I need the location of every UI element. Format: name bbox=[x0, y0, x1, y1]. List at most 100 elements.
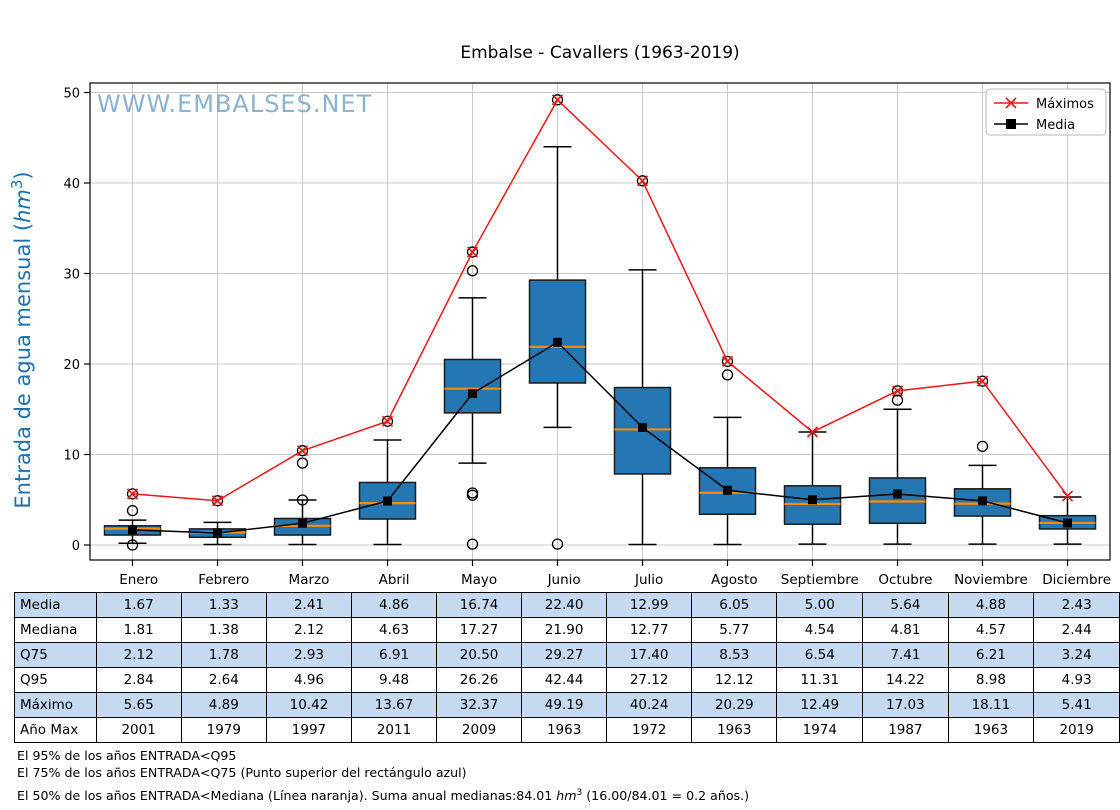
media-marker bbox=[723, 485, 732, 495]
table-cell: 2.93 bbox=[265, 642, 353, 668]
table-cell: 7.41 bbox=[862, 642, 949, 668]
outlier-marker bbox=[721, 369, 734, 381]
y-tick-label: 50 bbox=[63, 87, 80, 102]
outlier-marker bbox=[636, 175, 649, 187]
table-cell: 2019 bbox=[1033, 717, 1120, 743]
table-row-q95: Q95 2.84 2.64 4.96 9.48 26.26 42.44 27.12 12.12 1… bbox=[14, 667, 1120, 693]
table-cell: 2001 bbox=[95, 717, 182, 743]
table-cell: 1.38 bbox=[180, 617, 267, 643]
watermark: WWW.EMBALSES.NET bbox=[97, 90, 372, 118]
table-cell: 22.40 bbox=[521, 592, 608, 618]
maximos-marker bbox=[211, 495, 224, 507]
outlier-marker bbox=[976, 440, 989, 453]
table-cell: 40.24 bbox=[606, 692, 693, 718]
maximos-marker bbox=[466, 246, 479, 258]
y-tick-label: 40 bbox=[63, 177, 80, 192]
table-cell: 11.31 bbox=[776, 667, 864, 693]
table-cell: 26.26 bbox=[436, 667, 523, 693]
table-cell: 4.88 bbox=[947, 592, 1035, 618]
footer-line-3: El 50% de los años ENTRADA<Mediana (Líne… bbox=[17, 788, 750, 804]
table-cell: 4.93 bbox=[1033, 667, 1120, 693]
outlier-marker bbox=[466, 246, 479, 258]
footer-line-2: El 75% de los años ENTRADA<Q75 (Punto su… bbox=[17, 765, 467, 780]
table-cell: 2.64 bbox=[180, 667, 267, 693]
table-cell: 21.90 bbox=[521, 617, 608, 643]
media-marker bbox=[383, 496, 392, 506]
chart-area: WWW.EMBALSES.NET 0 10 20 30 40 50 Entrada de a… bbox=[8, 43, 1111, 566]
table-cell: 14.22 bbox=[862, 667, 949, 693]
table-cell: 12.49 bbox=[776, 692, 864, 718]
table-cell: 5.64 bbox=[862, 592, 949, 618]
plot-frame bbox=[89, 82, 1111, 561]
table-cell: 18.11 bbox=[947, 692, 1035, 718]
table-cell: 2.12 bbox=[95, 642, 182, 668]
table-cell: 4.57 bbox=[947, 617, 1035, 643]
maximos-marker bbox=[551, 94, 564, 106]
table-cell: 8.53 bbox=[691, 642, 778, 668]
media-marker bbox=[298, 518, 307, 528]
table-cell: 1997 bbox=[265, 717, 353, 743]
maximos-marker bbox=[806, 426, 819, 438]
table-cell: 20.29 bbox=[691, 692, 778, 718]
month-header: Mayo bbox=[436, 568, 522, 593]
table-cell: 6.54 bbox=[776, 642, 864, 668]
month-header: Agosto bbox=[691, 568, 777, 593]
media-marker bbox=[553, 337, 562, 347]
month-header: Marzo bbox=[266, 568, 352, 593]
table-cell: 5.00 bbox=[776, 592, 864, 618]
table-cell: 12.12 bbox=[691, 667, 778, 693]
month-header: Septiembre bbox=[776, 568, 863, 593]
table-cell: 1.33 bbox=[180, 592, 267, 618]
row-label: Media bbox=[14, 592, 97, 618]
media-marker bbox=[638, 422, 647, 432]
table-cell: 1963 bbox=[691, 717, 778, 743]
table-cell: 2.84 bbox=[95, 667, 182, 693]
month-header: Febrero bbox=[181, 568, 267, 593]
outlier-marker bbox=[466, 489, 479, 501]
table-cell: 17.40 bbox=[606, 642, 693, 668]
table-cell: 1.78 bbox=[180, 642, 267, 668]
row-label: Año Max bbox=[14, 717, 97, 743]
table-cell: 1.81 bbox=[95, 617, 182, 643]
media-marker bbox=[978, 496, 987, 506]
table-cell: 17.03 bbox=[862, 692, 949, 718]
outlier-marker bbox=[126, 539, 139, 551]
table-cell: 1963 bbox=[947, 717, 1035, 743]
y-tick-label: 0 bbox=[72, 539, 80, 554]
media-marker bbox=[808, 495, 817, 505]
media-marker bbox=[893, 489, 902, 499]
table-cell: 1979 bbox=[180, 717, 267, 743]
row-label: Q75 bbox=[14, 642, 97, 668]
table-cell: 2.12 bbox=[265, 617, 353, 643]
outlier-marker bbox=[466, 538, 479, 550]
footer-notes: El 95% de los años ENTRADA<Q95 El 75% de… bbox=[17, 747, 749, 804]
legend-maximos-x-icon bbox=[1005, 97, 1017, 109]
footer-line-1: El 95% de los años ENTRADA<Q95 bbox=[17, 748, 237, 763]
table-corner-cell bbox=[14, 568, 97, 593]
y-tick-label: 30 bbox=[63, 268, 80, 283]
month-header: Noviembre bbox=[948, 568, 1034, 593]
outlier-marker bbox=[466, 265, 479, 277]
month-header: Octubre bbox=[862, 568, 949, 593]
stats-table: Enero Febrero Marzo Abril Mayo Junio Julio Agos… bbox=[14, 568, 1120, 743]
maximos-marker bbox=[976, 375, 989, 387]
table-cell: 6.21 bbox=[947, 642, 1035, 668]
table-cell: 1974 bbox=[776, 717, 864, 743]
chart-title: Embalse - Cavallers (1963-2019) bbox=[460, 43, 739, 63]
table-cell: 4.96 bbox=[265, 667, 353, 693]
month-header: Junio bbox=[521, 568, 607, 593]
table-cell: 2.43 bbox=[1033, 592, 1120, 618]
box-iqr bbox=[443, 358, 502, 414]
legend: Máximos Media bbox=[985, 88, 1107, 136]
maximos-marker bbox=[636, 175, 649, 187]
month-header: Abril bbox=[351, 568, 437, 593]
row-label: Mediana bbox=[14, 617, 97, 643]
table-cell: 32.37 bbox=[436, 692, 523, 718]
row-label: Máximo bbox=[14, 692, 97, 718]
table-cell: 2.44 bbox=[1033, 617, 1120, 643]
boxplot-chart: WWW.EMBALSES.NET 0 10 20 30 40 50 Entrada de a… bbox=[8, 43, 1111, 566]
table-cell: 8.98 bbox=[947, 667, 1035, 693]
maximos-marker bbox=[721, 355, 734, 367]
table-row-media: Media 1.67 1.33 2.41 4.86 16.74 22.40 12.99 6.05… bbox=[14, 592, 1120, 618]
legend-media-label: Media bbox=[1036, 118, 1075, 133]
